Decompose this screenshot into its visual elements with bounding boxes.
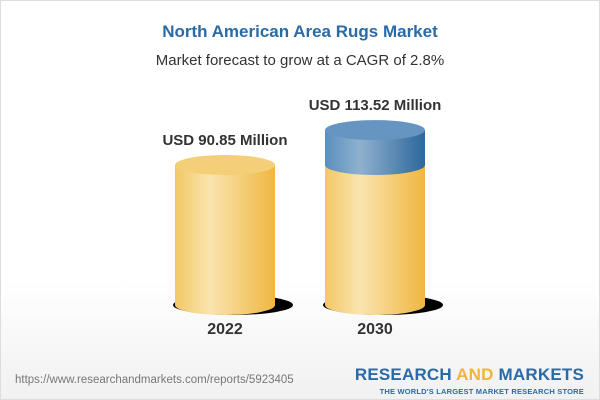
data-label: USD 113.52 Million [309,97,442,114]
chart-subtitle: Market forecast to grow at a CAGR of 2.8… [155,52,445,69]
cylinder-top-2022 [175,155,275,175]
logo-word: RESEARCH [354,365,457,384]
cylinder-body-2022 [175,165,275,315]
cylinder-body-2030 [325,165,425,315]
logo-word: MARKETS [493,365,584,384]
cylinder-chart: USD 90.85 Million 2022 USD 113.52 Million 2… [162,97,443,338]
cylinder-top-2030 [325,120,425,141]
data-label: USD 90.85 Million [162,132,287,149]
x-tick-label: 2022 [207,321,243,338]
research-and-markets-logo: RESEARCH AND MARKETS THE WORLD'S LARGEST… [354,365,584,397]
cylinder-growth-2030 [325,130,425,175]
logo-tagline: THE WORLD'S LARGEST MARKET RESEARCH STOR… [379,387,584,396]
source-url[interactable]: https://www.researchandmarkets.com/repor… [15,374,294,386]
x-tick-label: 2030 [357,321,393,338]
chart-title: North American Area Rugs Market [162,22,438,41]
logo-word: AND [456,365,494,384]
